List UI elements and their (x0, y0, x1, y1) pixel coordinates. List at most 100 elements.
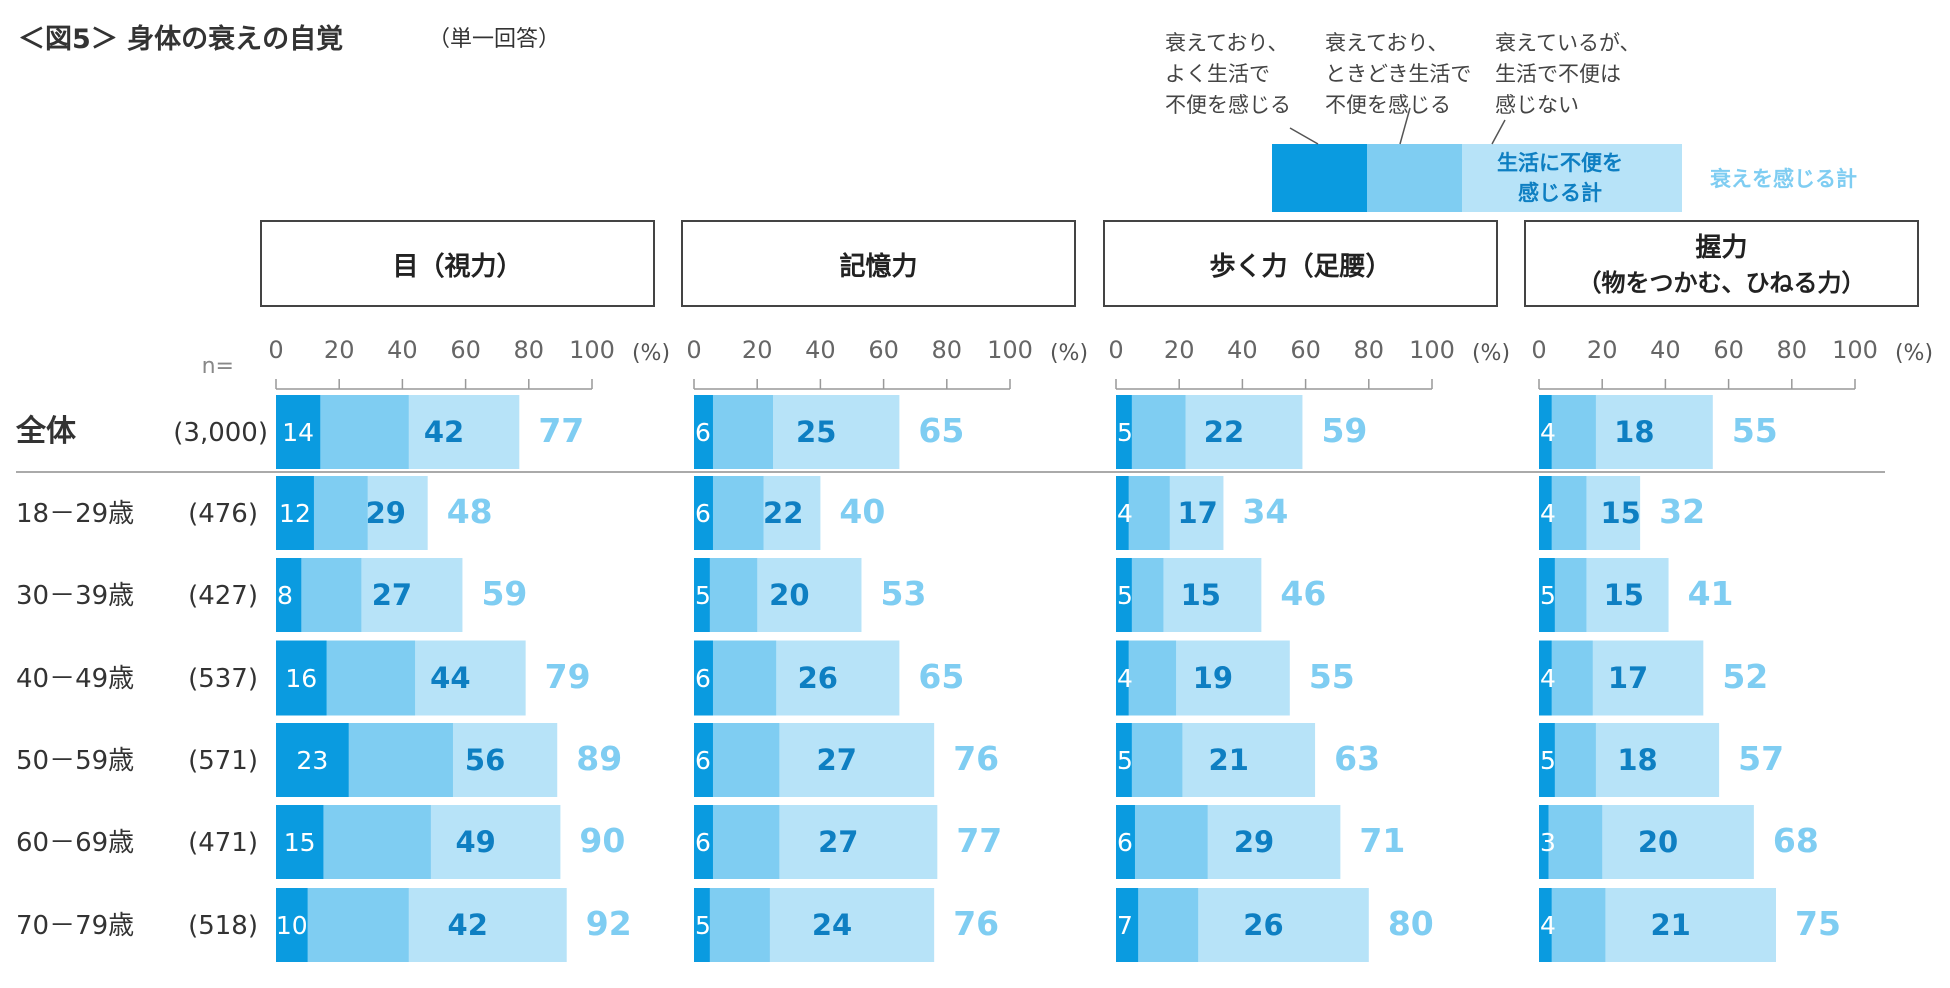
bar-segment-often (1539, 723, 1555, 797)
legend-item-3-line-3: 感じない (1495, 93, 1579, 117)
legend-swatch-often (1272, 144, 1367, 212)
data-label-decline-total: 76 (953, 904, 999, 943)
data-label-inconvenience-total: 21 (1209, 743, 1249, 777)
data-label-inconvenience-total: 42 (424, 415, 464, 449)
data-label-often: 7 (1117, 911, 1133, 940)
x-tick-label: 40 (805, 336, 836, 364)
data-label-decline-total: 77 (956, 821, 1002, 860)
data-label-inconvenience-total: 15 (1604, 578, 1644, 612)
data-label-inconvenience-total: 20 (1638, 825, 1678, 859)
legend-swatch-sometimes (1367, 144, 1462, 212)
bar-segment-often (1539, 888, 1552, 962)
panel-title-box (1103, 220, 1498, 307)
data-label-inconvenience-total: 17 (1608, 661, 1648, 695)
row-label: 60－69歳 (16, 828, 134, 858)
panel-title-box (681, 220, 1076, 307)
x-tick-label: 100 (1409, 336, 1455, 364)
data-label-inconvenience-total: 15 (1181, 578, 1221, 612)
bar-segment-often (276, 640, 327, 716)
x-tick-label: 20 (324, 336, 355, 364)
data-label-often: 5 (1540, 581, 1556, 610)
bar-segment-often (1539, 640, 1552, 716)
data-label-decline-total: 48 (447, 492, 493, 531)
bar-segment-often (276, 888, 308, 962)
data-label-inconvenience-total: 22 (763, 496, 803, 530)
bar-segment-often (1116, 805, 1135, 879)
x-tick-label: 20 (1587, 336, 1618, 364)
bar-segment-often (1116, 558, 1132, 632)
data-label-decline-total: 68 (1773, 821, 1819, 860)
row-n: (571) (188, 746, 258, 776)
legend-item-1-line-3: 不便を感じる (1165, 93, 1291, 117)
panel-4: 握力（物をつかむ、ひねる力）0 20 40 60 80 100 (%)4 18 554 15 325… (1524, 220, 1933, 962)
row-n: (471) (188, 828, 258, 858)
panel-title: 歩く力（足腰） (1209, 252, 1391, 282)
bar-segment-often (1539, 395, 1552, 469)
x-tick-label: 0 (686, 336, 701, 364)
data-label-inconvenience-total: 44 (430, 661, 470, 695)
data-label-inconvenience-total: 26 (798, 661, 838, 695)
data-label-often: 5 (1117, 746, 1133, 775)
data-label-decline-total: 52 (1722, 657, 1768, 696)
x-tick-label: 60 (1713, 336, 1744, 364)
data-label-decline-total: 92 (586, 904, 632, 943)
data-label-decline-total: 57 (1738, 739, 1784, 778)
chart-title: ＜図5＞ 身体の衰えの自覚 (18, 23, 343, 55)
data-label-inconvenience-total: 17 (1177, 496, 1217, 530)
data-label-decline-total: 90 (579, 821, 625, 860)
legend-item-1-line-1: 衰えており、 (1165, 31, 1288, 55)
data-label-often: 4 (1117, 499, 1133, 528)
data-label-often: 16 (285, 664, 317, 693)
legend: 衰えており、よく生活で不便を感じる衰えており、ときどき生活で不便を感じる衰えてい… (1165, 31, 1857, 212)
x-tick-label: 100 (569, 336, 615, 364)
x-axis-unit: (%) (1050, 341, 1088, 366)
data-label-inconvenience-total: 27 (817, 743, 857, 777)
x-tick-label: 80 (932, 336, 963, 364)
x-tick-label: 40 (1650, 336, 1681, 364)
data-label-often: 5 (695, 581, 711, 610)
legend-item-2-line-3: 不便を感じる (1325, 93, 1451, 117)
bar-segment-often (1539, 476, 1552, 550)
x-tick-label: 80 (1777, 336, 1808, 364)
data-label-inconvenience-total: 21 (1651, 908, 1691, 942)
data-label-often: 6 (695, 418, 711, 447)
panel-title-box (1524, 220, 1919, 307)
data-label-often: 6 (695, 664, 711, 693)
bar-segment-often (1116, 888, 1139, 962)
x-tick-label: 80 (1354, 336, 1385, 364)
data-label-often: 23 (296, 746, 328, 775)
bar-segment-often (694, 723, 713, 797)
data-label-decline-total: 32 (1659, 492, 1705, 531)
legend-leader-1 (1289, 127, 1319, 145)
data-label-often: 5 (1117, 418, 1133, 447)
x-tick-label: 60 (868, 336, 899, 364)
x-tick-label: 20 (1164, 336, 1195, 364)
data-label-often: 4 (1540, 499, 1556, 528)
data-label-often: 10 (276, 911, 308, 940)
bar-segment-often (276, 395, 321, 469)
data-label-decline-total: 77 (538, 411, 584, 450)
row-label: 50－59歳 (16, 746, 134, 776)
data-label-decline-total: 75 (1795, 904, 1841, 943)
data-label-decline-total: 55 (1732, 411, 1778, 450)
data-label-inconvenience-total: 42 (448, 908, 488, 942)
x-tick-label: 0 (1531, 336, 1546, 364)
bar-segment-often (694, 640, 713, 716)
legend-item-1-line-2: よく生活で (1165, 62, 1270, 86)
row-label: 18－29歳 (16, 499, 134, 529)
n-label: n= (202, 354, 234, 379)
bar-segment-often (276, 805, 324, 879)
data-label-decline-total: 71 (1359, 821, 1405, 860)
row-label: 30－39歳 (16, 581, 134, 611)
data-label-inconvenience-total: 25 (796, 415, 836, 449)
x-axis-unit: (%) (1472, 341, 1510, 366)
row-n: (476) (188, 499, 258, 529)
x-tick-label: 0 (268, 336, 283, 364)
data-label-decline-total: 40 (839, 492, 885, 531)
data-label-decline-total: 59 (1321, 411, 1367, 450)
data-label-decline-total: 65 (918, 411, 964, 450)
data-label-often: 4 (1540, 664, 1556, 693)
bar-segment-often (694, 888, 710, 962)
